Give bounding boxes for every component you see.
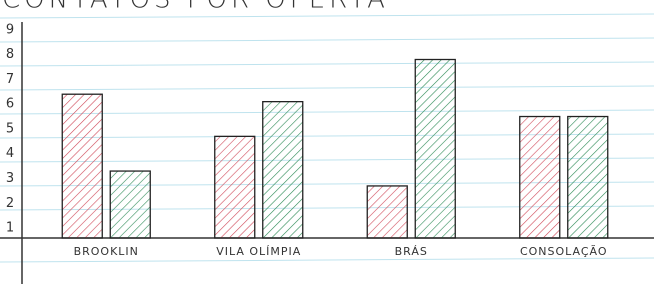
bar: [367, 186, 407, 238]
bar: [110, 171, 150, 238]
y-tick-label: 2: [6, 196, 14, 211]
y-tick-label: 7: [6, 72, 14, 87]
bar: [568, 117, 608, 238]
y-tick-label: 8: [6, 47, 14, 62]
chart: CONTATOS POR OFERTA 1 2 3 4 5 6 7 8 9 BROOKLIN VIL…: [0, 0, 654, 284]
x-tick-label: CONSOLAÇÃO: [520, 245, 608, 258]
x-tick-label: BRÁS: [395, 245, 428, 258]
chart-title: CONTATOS POR OFERTA: [2, 0, 389, 15]
y-tick-label: 3: [6, 171, 14, 186]
bar: [415, 60, 455, 239]
y-tick-label: 6: [6, 97, 14, 112]
y-tick-label: 5: [6, 121, 14, 136]
bar: [520, 117, 560, 238]
bar: [62, 94, 102, 238]
x-tick-label: VILA OLÍMPIA: [216, 245, 301, 258]
y-tick-label: 4: [6, 146, 14, 161]
bar: [215, 136, 255, 238]
bar: [263, 102, 303, 238]
y-tick-label: 9: [6, 22, 14, 37]
x-tick-label: BROOKLIN: [74, 245, 139, 258]
y-tick-label: 1: [6, 221, 14, 236]
